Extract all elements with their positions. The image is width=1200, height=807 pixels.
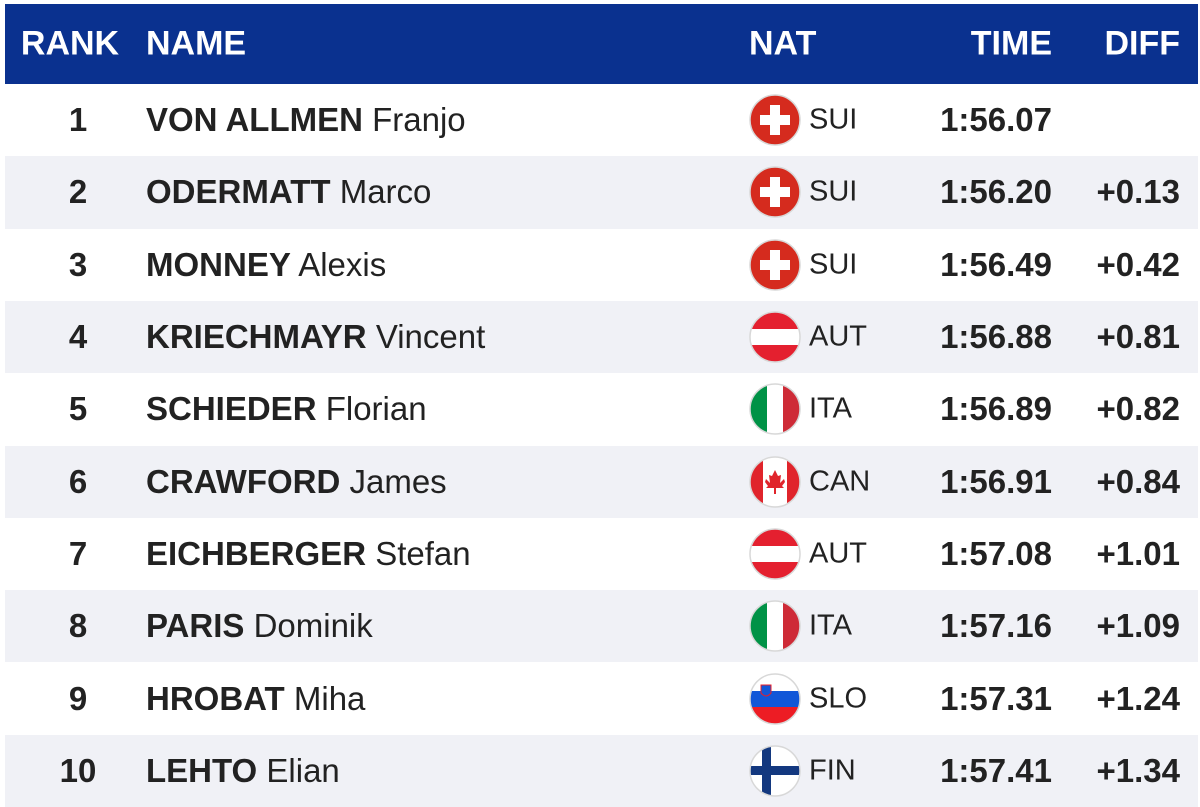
rank: 4 [68, 318, 88, 356]
time: 1:57.16 [940, 607, 1052, 645]
diff: +1.01 [1096, 534, 1181, 572]
athlete-name: MONNEY Alexis [146, 246, 386, 284]
table-row: 7 EICHBERGER Stefan AUT 1:57.08 +1.01 [5, 518, 1198, 590]
diff: +1.24 [1096, 679, 1181, 717]
time-header: TIME [970, 24, 1052, 63]
table-row: 10 LEHTO Elian FIN 1:57.41 +1.34 [5, 734, 1198, 807]
first-name: Marco [339, 173, 432, 211]
first-name: Alexis [298, 245, 387, 283]
diff: +1.34 [1096, 751, 1181, 789]
athlete-name: KRIECHMAYR Vincent [146, 318, 485, 356]
table-row: 5 SCHIEDER Florian ITA 1:56.89 +0.82 [5, 373, 1198, 445]
athlete-name: SCHIEDER Florian [146, 390, 427, 428]
table-header: RANK NAME NAT TIME DIFF [5, 4, 1198, 84]
flag [749, 166, 801, 219]
nation: SLO [809, 682, 868, 715]
nat-header: NAT [749, 24, 817, 63]
nation: AUT [809, 537, 867, 570]
diff: +0.42 [1096, 245, 1181, 283]
diff-header: DIFF [1104, 24, 1180, 63]
surname: KRIECHMAYR [146, 318, 367, 356]
table-row: 3 MONNEY Alexis SUI 1:56.49 +0.42 [5, 229, 1198, 301]
table-row: 6 CRAWFORD James CAN 1:56.91 +0.84 [5, 445, 1198, 518]
flag [749, 455, 801, 508]
time: 1:56.49 [940, 245, 1052, 283]
surname: VON ALLMEN [146, 101, 363, 139]
table-row: 2 ODERMATT Marco SUI 1:56.20 +0.13 [5, 156, 1198, 229]
nation: ITA [809, 609, 852, 642]
time: 1:56.89 [940, 390, 1052, 428]
rank: 10 [59, 751, 97, 789]
first-name: Dominik [253, 607, 373, 645]
surname: SCHIEDER [146, 390, 317, 428]
athlete-name: HROBAT Miha [146, 680, 365, 718]
flag [749, 383, 801, 436]
nation: SUI [809, 103, 858, 136]
surname: MONNEY [146, 245, 291, 283]
flag [749, 600, 801, 652]
time: 1:56.20 [940, 173, 1052, 211]
nation: SUI [809, 248, 858, 281]
rank: 6 [68, 462, 88, 500]
first-name: James [349, 462, 447, 500]
surname: LEHTO [146, 751, 258, 789]
surname: ODERMATT [146, 173, 331, 211]
nation: ITA [809, 392, 852, 425]
time: 1:57.41 [940, 751, 1052, 789]
diff: +0.84 [1096, 462, 1181, 500]
flag [749, 672, 801, 725]
nation: SUI [809, 175, 858, 208]
rank: 3 [68, 245, 88, 283]
diff: +0.82 [1096, 390, 1181, 428]
rank: 1 [68, 101, 88, 139]
first-name: Vincent [375, 318, 486, 356]
first-name: Miha [293, 679, 366, 717]
table-row: 9 HROBAT Miha SLO 1:57.31 +1.24 [5, 662, 1198, 734]
rank: 2 [68, 173, 88, 211]
flag [749, 745, 801, 797]
nation: CAN [809, 465, 871, 498]
time: 1:57.31 [940, 679, 1052, 717]
athlete-name: VON ALLMEN Franjo [146, 101, 466, 139]
time: 1:56.07 [940, 101, 1052, 139]
time: 1:56.91 [940, 462, 1052, 500]
athlete-name: EICHBERGER Stefan [146, 535, 471, 573]
athlete-name: ODERMATT Marco [146, 173, 431, 211]
rank: 5 [68, 390, 88, 428]
surname: EICHBERGER [146, 534, 367, 572]
surname: HROBAT [146, 679, 285, 717]
table-row: 1 VON ALLMEN Franjo SUI 1:56.07 [5, 84, 1198, 156]
nation: AUT [809, 320, 867, 353]
time: 1:56.88 [940, 318, 1052, 356]
rank: 8 [68, 607, 88, 645]
flag [749, 311, 801, 363]
first-name: Stefan [375, 534, 471, 572]
surname: CRAWFORD [146, 462, 341, 500]
flag [749, 528, 801, 580]
rank: 7 [68, 534, 88, 572]
athlete-name: CRAWFORD James [146, 463, 447, 501]
table-row: 8 PARIS Dominik ITA 1:57.16 +1.09 [5, 590, 1198, 663]
diff: +0.81 [1096, 318, 1181, 356]
name-header: NAME [146, 24, 247, 63]
athlete-name: LEHTO Elian [146, 752, 340, 790]
athlete-name: PARIS Dominik [146, 607, 373, 645]
surname: PARIS [146, 607, 245, 645]
first-name: Elian [266, 751, 340, 789]
rank: 9 [68, 679, 88, 717]
rank-header: RANK [20, 24, 120, 63]
diff: +1.09 [1096, 607, 1181, 645]
first-name: Franjo [372, 101, 466, 139]
diff: +0.13 [1096, 173, 1181, 211]
flag [749, 94, 801, 146]
flag [749, 238, 801, 291]
table-row: 4 KRIECHMAYR Vincent AUT 1:56.88 +0.81 [5, 300, 1198, 374]
first-name: Florian [325, 390, 427, 428]
nation: FIN [809, 754, 856, 787]
time: 1:57.08 [940, 534, 1052, 572]
